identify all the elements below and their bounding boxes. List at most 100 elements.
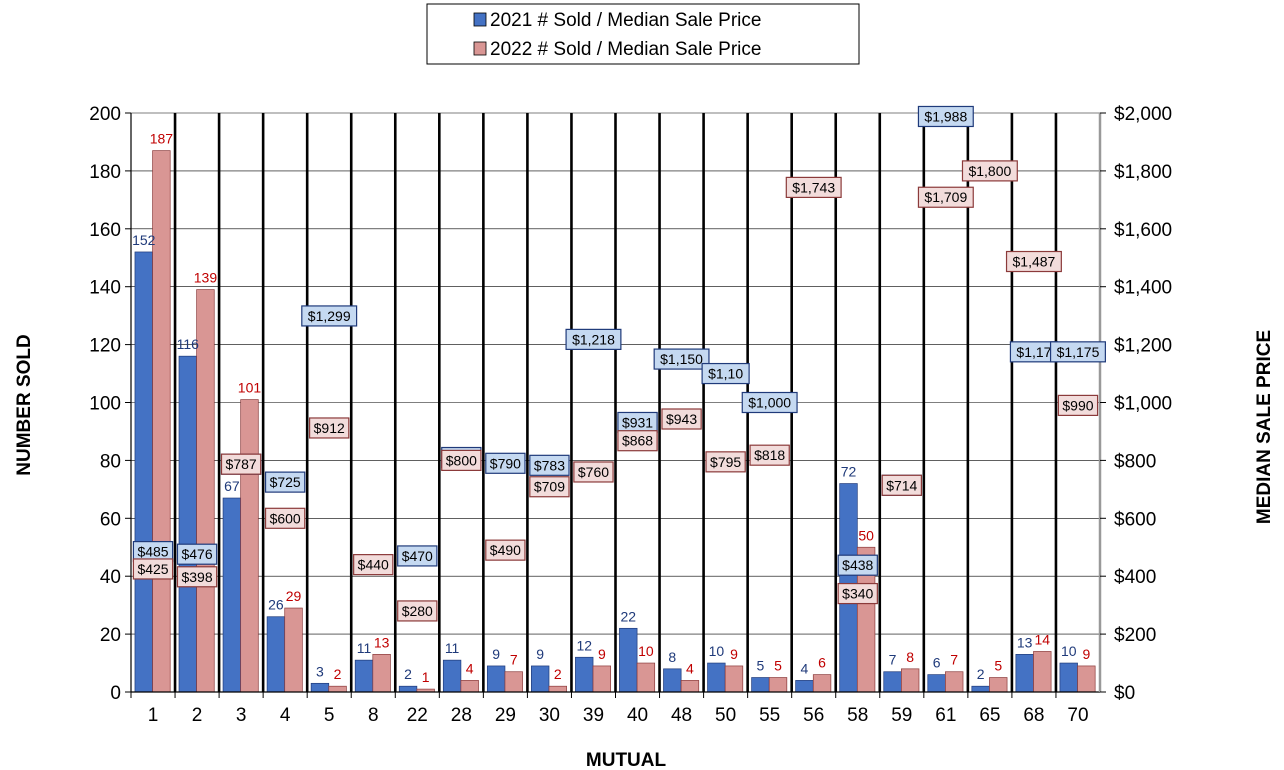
bar-2021 <box>486 665 506 693</box>
bar-2021 <box>971 685 990 693</box>
count-label-2021: 6 <box>933 655 941 671</box>
bar-2022 <box>768 677 788 693</box>
price-label-2021: $1,218 <box>572 331 615 347</box>
x-tick-label: 70 <box>1067 705 1088 726</box>
bar-2021 <box>575 656 594 693</box>
y-axis-title: NUMBER SOLD <box>14 334 35 475</box>
y-tick-label: 0 <box>110 683 121 704</box>
count-label-2021: 26 <box>268 597 284 613</box>
count-label-2022: 7 <box>950 652 958 668</box>
price-box-2022 <box>353 554 394 576</box>
price-box-2021 <box>1049 341 1106 363</box>
price-label-2021: $485 <box>137 544 168 560</box>
count-label-2021: 11 <box>357 640 372 656</box>
y-tick-label: 200 <box>89 104 121 125</box>
price-box-2022 <box>917 186 974 208</box>
bar-2021 <box>310 682 330 693</box>
count-label-2022: 9 <box>1082 646 1090 662</box>
price-box-2021 <box>837 554 878 576</box>
price-label-2021: $783 <box>534 457 565 473</box>
price-label-2021: $1,175 <box>1057 344 1100 360</box>
count-label-2021: 4 <box>801 660 809 676</box>
y2-tick-label: $200 <box>1114 625 1156 646</box>
x-tick-label: 48 <box>671 705 692 726</box>
price-label-2022: $795 <box>710 454 741 470</box>
price-label-2021: $1,150 <box>660 351 703 367</box>
price-box-2021 <box>301 305 358 327</box>
bar-2022 <box>592 665 612 693</box>
count-label-2022: 4 <box>466 660 474 676</box>
price-label-2021: $1,17 <box>1016 344 1051 360</box>
count-label-2021: 13 <box>1017 634 1033 650</box>
x-tick-label: 29 <box>495 705 516 726</box>
price-box-2022 <box>397 600 438 622</box>
y2-tick-label: $1,400 <box>1114 278 1172 299</box>
count-label-2022: 50 <box>858 527 874 543</box>
count-label-2022: 9 <box>598 646 606 662</box>
count-label-2021: 5 <box>757 658 765 674</box>
bar-2022 <box>989 677 1008 693</box>
price-box-2022 <box>881 474 922 496</box>
y2-tick-label: $1,600 <box>1114 220 1172 241</box>
count-label-2022: 139 <box>194 270 218 286</box>
count-label-2021: 67 <box>224 478 240 494</box>
legend-swatch-2022 <box>473 41 487 56</box>
x-tick-label: 3 <box>236 705 247 726</box>
price-box-2021 <box>176 543 218 565</box>
x-tick-label: 59 <box>891 705 912 726</box>
price-label-2021: $1,299 <box>308 308 351 324</box>
y2-tick-label: $1,800 <box>1114 162 1172 183</box>
bar-2022 <box>504 671 523 693</box>
count-label-2022: 7 <box>510 652 518 668</box>
y2-tick-label: $1,200 <box>1114 336 1172 357</box>
bar-2022 <box>328 685 347 693</box>
price-label-2022: $280 <box>402 603 433 619</box>
bar-2021 <box>619 627 638 693</box>
price-label-2022: $1,800 <box>968 163 1011 179</box>
price-label-2021: $438 <box>842 557 873 573</box>
bar-2021 <box>442 659 462 693</box>
bar-2021 <box>531 665 550 693</box>
price-label-2021: $931 <box>622 414 653 430</box>
price-label-2021: $1,988 <box>924 108 967 124</box>
count-label-2022: 5 <box>774 658 782 674</box>
price-label-2022: $440 <box>358 557 389 573</box>
bar-2022 <box>284 607 303 693</box>
x-tick-label: 68 <box>1023 705 1044 726</box>
price-box-2021 <box>917 105 974 128</box>
price-box-2021 <box>741 391 798 414</box>
price-box-2022 <box>749 444 790 466</box>
bar-2021 <box>927 674 946 693</box>
price-label-2022: $714 <box>886 477 917 493</box>
legend-label-2021: 2021 # Sold / Median Sale Price <box>490 10 761 31</box>
count-label-2022: 10 <box>638 643 654 659</box>
x-axis-title: MUTUAL <box>586 750 667 770</box>
bar-2022 <box>548 685 567 693</box>
price-box-2021 <box>529 454 570 476</box>
bar-2022 <box>372 654 391 693</box>
x-tick-label: 50 <box>715 705 736 726</box>
price-box-2022 <box>309 417 350 439</box>
bar-2022 <box>460 680 479 693</box>
legend-swatch-2021 <box>473 12 487 27</box>
price-label-2022: $709 <box>534 479 565 495</box>
count-label-2021: 10 <box>709 643 725 659</box>
count-label-2021: 72 <box>841 464 857 480</box>
bar-2022 <box>1077 665 1096 693</box>
count-label-2022: 4 <box>686 660 694 676</box>
count-label-2022: 6 <box>818 655 826 671</box>
price-label-2022: $398 <box>181 569 212 585</box>
count-label-2022: 1 <box>422 669 430 685</box>
price-box-2022 <box>485 539 526 561</box>
count-label-2022: 2 <box>554 666 562 682</box>
bar-2021 <box>707 662 726 693</box>
bar-2021 <box>883 671 902 693</box>
price-label-2022: $340 <box>842 586 873 602</box>
y-tick-label: 80 <box>100 451 121 472</box>
price-box-2022 <box>1005 250 1062 273</box>
bar-2021 <box>1059 662 1078 693</box>
y-tick-label: 100 <box>89 394 121 415</box>
bar-2021 <box>266 616 286 693</box>
x-tick-label: 61 <box>935 705 956 726</box>
